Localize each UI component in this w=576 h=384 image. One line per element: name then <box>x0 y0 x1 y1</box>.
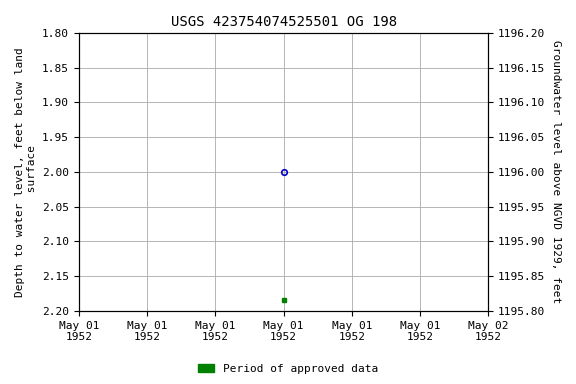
Title: USGS 423754074525501 OG 198: USGS 423754074525501 OG 198 <box>170 15 397 29</box>
Legend: Period of approved data: Period of approved data <box>193 359 383 379</box>
Y-axis label: Groundwater level above NGVD 1929, feet: Groundwater level above NGVD 1929, feet <box>551 40 561 303</box>
Y-axis label: Depth to water level, feet below land
 surface: Depth to water level, feet below land su… <box>15 47 37 297</box>
